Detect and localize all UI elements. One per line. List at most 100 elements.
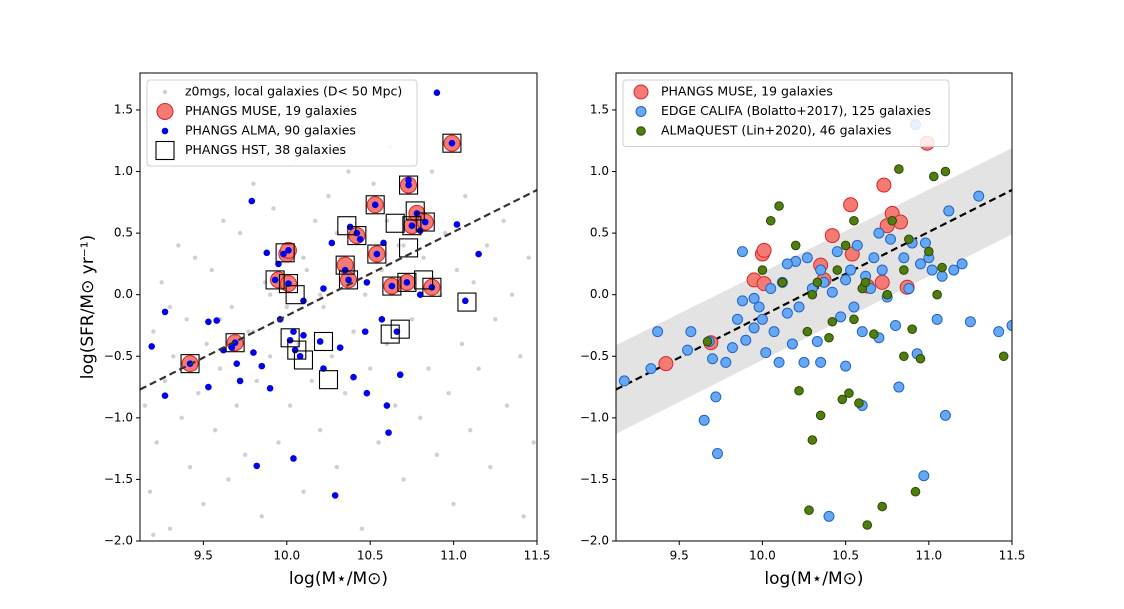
square-marker — [285, 285, 305, 305]
plot-area — [616, 119, 1012, 530]
y-tick-label: −2.0 — [104, 534, 133, 548]
dot-marker — [363, 389, 371, 397]
square-marker — [365, 195, 385, 215]
square-marker — [380, 324, 400, 344]
dot-marker — [359, 526, 365, 531]
legend-marker — [162, 89, 168, 95]
y-tick-label: 0.5 — [114, 226, 133, 240]
dot-marker — [250, 349, 257, 356]
dot-marker — [317, 427, 323, 433]
circle-marker — [757, 265, 768, 275]
dot-marker — [342, 391, 348, 396]
y-tick-label: 1.5 — [590, 102, 609, 116]
circle-marker — [682, 344, 694, 356]
dot-marker — [405, 176, 412, 184]
circle-marker — [835, 311, 847, 323]
circle-marker — [645, 363, 657, 375]
x-tick-label: 11.5 — [524, 549, 551, 563]
circle-marker — [937, 262, 947, 273]
dot-marker — [345, 276, 352, 284]
circle-marker — [768, 326, 780, 338]
square-marker — [399, 238, 419, 258]
circle-marker — [781, 307, 793, 319]
legend-marker — [156, 103, 174, 120]
dot-marker — [234, 403, 239, 408]
dot-marker — [356, 235, 364, 243]
y-tick-label: −2.0 — [580, 534, 609, 548]
circle-marker — [993, 326, 1005, 338]
circle-marker — [918, 470, 930, 482]
circle-marker — [1006, 319, 1012, 331]
dot-marker — [226, 477, 231, 482]
dot-marker — [284, 304, 289, 310]
circle-marker — [869, 329, 879, 339]
dot-marker — [429, 169, 435, 174]
circle-marker — [801, 252, 813, 264]
dot-marker — [504, 403, 510, 408]
square-marker — [287, 340, 307, 360]
square-marker — [337, 216, 357, 236]
dot-marker — [266, 384, 274, 392]
circle-marker — [765, 283, 777, 295]
circle-marker — [756, 242, 772, 258]
dot-marker — [346, 169, 351, 174]
legend-label: EDGE CALIFA (Bolatto+2017), 125 galaxies — [661, 103, 931, 118]
dot-marker — [236, 377, 244, 385]
dot-marker — [242, 452, 248, 457]
x-tick-label: 10.0 — [749, 549, 776, 563]
circle-marker — [956, 258, 968, 270]
dot-marker — [434, 452, 440, 457]
dot-marker — [209, 267, 214, 273]
circle-marker — [907, 324, 917, 334]
circle-marker — [998, 351, 1009, 362]
circle-marker — [893, 381, 905, 393]
dot-marker — [271, 206, 276, 211]
circle-marker — [826, 286, 838, 298]
dot-marker — [416, 291, 424, 298]
dot-marker — [317, 292, 323, 297]
circle-marker — [707, 353, 719, 365]
x-tick-label: 11.0 — [440, 549, 467, 563]
dot-marker — [267, 292, 273, 297]
legend-box — [622, 79, 950, 147]
circle-marker — [777, 277, 788, 288]
dot-marker — [161, 308, 169, 316]
legend: z0mgs, local galaxies (D< 50 Mpc) PHANGS … — [146, 79, 418, 167]
circle-marker — [793, 301, 805, 313]
circle-marker — [840, 240, 851, 251]
circle-marker — [618, 375, 630, 387]
y-tick-label: 0.0 — [114, 287, 133, 301]
dot-marker — [162, 378, 168, 384]
dot-marker — [393, 403, 398, 408]
circle-marker — [924, 246, 934, 257]
x-tick-label: 10.5 — [832, 549, 859, 563]
y-tick-label: 1.0 — [590, 164, 609, 178]
dot-marker — [446, 391, 451, 396]
dot-marker — [433, 89, 441, 97]
circle-marker — [973, 190, 985, 202]
y-tick-label: −0.5 — [104, 349, 133, 363]
circle-marker — [940, 166, 951, 177]
dot-marker — [309, 378, 315, 384]
x-tick-label: 11.5 — [999, 549, 1026, 563]
dot-marker — [304, 267, 310, 273]
legend-label: PHANGS ALMA, 90 galaxies — [185, 123, 356, 138]
dot-marker — [228, 344, 236, 351]
circle-marker — [815, 264, 827, 276]
legend-label: z0mgs, local galaxies (D< 50 Mpc) — [185, 84, 402, 99]
circle-marker — [736, 246, 748, 258]
circle-marker — [756, 313, 768, 325]
circle-marker — [854, 398, 864, 408]
circle-marker — [840, 360, 852, 372]
circle-marker — [652, 326, 664, 338]
dot-marker — [221, 218, 226, 223]
dot-marker — [353, 229, 361, 237]
circle-marker — [876, 177, 892, 193]
circle-marker — [731, 313, 743, 325]
x-tick-label: 9.5 — [194, 549, 213, 563]
dot-marker — [384, 218, 390, 223]
circle-marker — [840, 274, 852, 286]
dot-marker — [301, 255, 306, 260]
y-tick-label: 1.5 — [114, 102, 133, 116]
dot-marker — [526, 255, 531, 260]
